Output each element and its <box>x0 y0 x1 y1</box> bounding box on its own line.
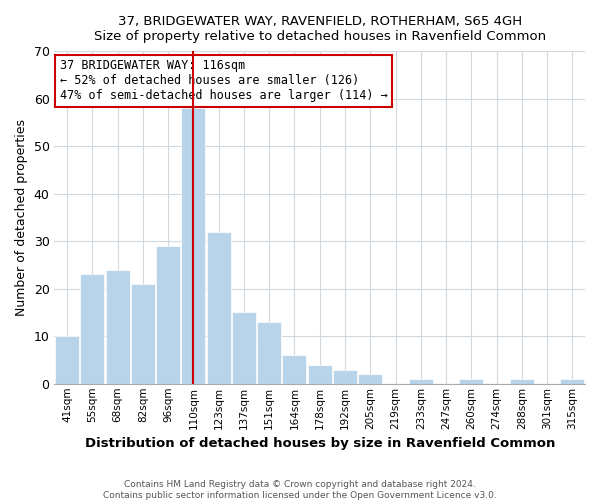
Bar <box>283 356 307 384</box>
Bar <box>358 374 382 384</box>
Bar <box>257 322 281 384</box>
Bar <box>560 379 584 384</box>
Bar <box>55 336 79 384</box>
Bar <box>409 379 433 384</box>
Bar <box>510 379 534 384</box>
Y-axis label: Number of detached properties: Number of detached properties <box>15 119 28 316</box>
Bar <box>156 246 180 384</box>
Text: Contains HM Land Registry data © Crown copyright and database right 2024.
Contai: Contains HM Land Registry data © Crown c… <box>103 480 497 500</box>
Bar <box>308 365 332 384</box>
Bar <box>80 274 104 384</box>
Title: 37, BRIDGEWATER WAY, RAVENFIELD, ROTHERHAM, S65 4GH
Size of property relative to: 37, BRIDGEWATER WAY, RAVENFIELD, ROTHERH… <box>94 15 546 43</box>
Bar <box>206 232 230 384</box>
Bar <box>232 312 256 384</box>
Bar <box>333 370 357 384</box>
X-axis label: Distribution of detached houses by size in Ravenfield Common: Distribution of detached houses by size … <box>85 437 555 450</box>
Bar <box>131 284 155 384</box>
Text: 37 BRIDGEWATER WAY: 116sqm
← 52% of detached houses are smaller (126)
47% of sem: 37 BRIDGEWATER WAY: 116sqm ← 52% of deta… <box>60 60 388 102</box>
Bar <box>106 270 130 384</box>
Bar <box>181 108 205 384</box>
Bar <box>460 379 484 384</box>
